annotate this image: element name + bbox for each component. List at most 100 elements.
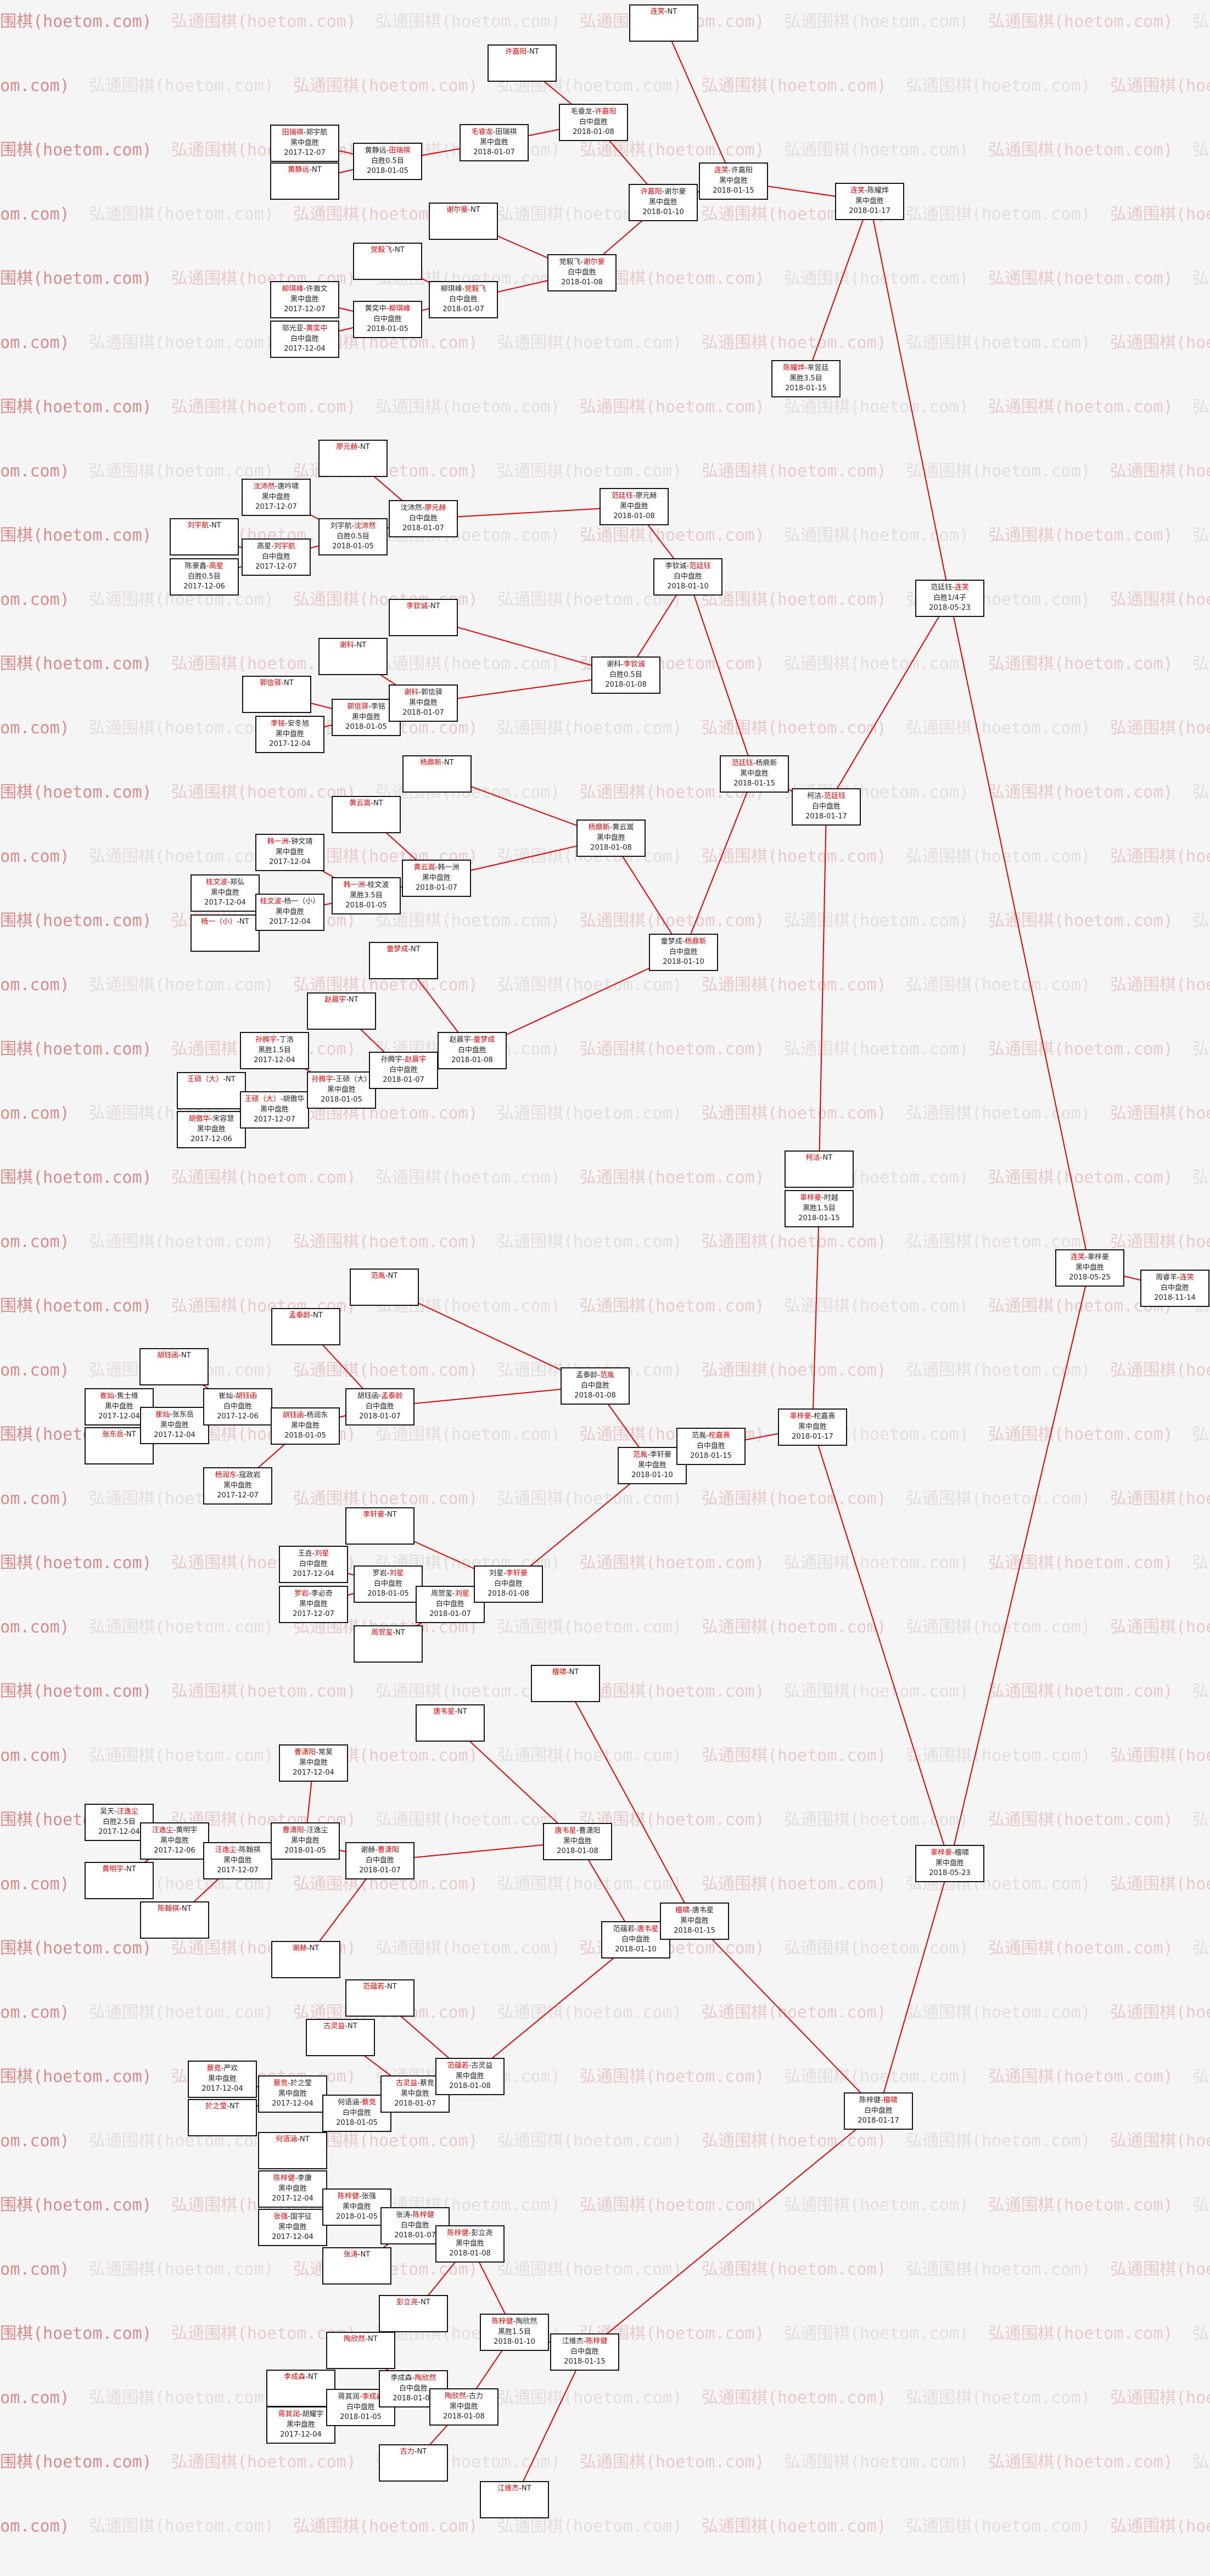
match-node-t02: 许嘉阳-NT [488,44,557,82]
match-players: 黄奕中-柳琪峰 [365,304,411,315]
match-node-b55: 李成森-NT [266,2370,335,2407]
watermark-text: 弘通围棋(hoetom.com) [906,1104,1091,1123]
watermark-text: 弘通围棋(hoetom.com) [0,2003,70,2022]
watermark-text: 弘通围棋(hoetom.com) [1110,76,1210,96]
player2-name: 陶欣然 [516,2317,537,2326]
players-separator: - [303,284,306,293]
players-separator: - [592,107,595,116]
match-node-t50: 孙腾宇-丁浩 黑胜1.5目 2017-12-04 [240,1032,309,1069]
match-players: 李轩豪-NT [363,1510,396,1520]
bye-label: NT [457,1708,467,1716]
players-separator: - [428,602,431,610]
watermark-text: 弘通围棋(hoetom.com) [580,2067,765,2086]
match-result: 黑中盘胜 [422,873,451,882]
player2-name: 李轩豪 [506,1569,528,1578]
bye-label: NT [360,443,370,451]
match-result: 白胜0.5目 [371,156,404,165]
match-node-b41: 於之莹-NT [188,2099,257,2136]
player1-name: 黄云嵩 [413,863,435,872]
players-separator: - [952,1848,955,1857]
watermark-text: 弘通围棋(hoetom.com) [171,783,356,802]
match-node-b47: 陈梓健-李康 黑中盘胜 2017-12-04 [258,2170,327,2208]
player2-name: 张东岳 [172,1410,194,1419]
bye-label: NT [368,2335,378,2343]
match-date: 2018-01-08 [574,1391,616,1400]
players-separator: - [357,443,361,451]
players-separator: - [417,2079,420,2087]
watermark-text: 弘通围棋(hoetom.com) [0,911,152,930]
watermark-text: 弘通围棋(hoetom.com) [0,141,152,160]
watermark-text: 弘通围棋(hoetom.com) [0,719,70,738]
player1-name: 李铭 [271,719,285,728]
player1-name: 谢赫 [361,1845,376,1854]
match-node-b20: 周贺玺-刘星 白中盘胜 2018-01-07 [416,1586,485,1623]
watermark-text: 弘通围棋(hoetom.com) [1110,1875,1210,1894]
watermark-text: 弘通围棋(hoetom.com) [0,1875,70,1894]
player1-name: 张强 [273,2212,288,2221]
player1-name: 杨鼎新 [588,823,610,832]
match-players: 崔灿-胡钰函 [219,1391,257,1402]
watermark-text: 弘通围棋(hoetom.com) [580,1168,765,1187]
match-date: 2018-01-07 [394,2100,436,2108]
watermark-text: 弘通围棋(hoetom.com) [580,1297,765,1316]
player2-name: 安冬旭 [287,719,309,728]
match-date: 2018-01-08 [561,278,603,287]
match-result: 黑中盘胜 [740,769,769,778]
watermark-text: 弘通围棋(hoetom.com) [580,526,765,545]
watermark-text: 弘通围棋(hoetom.com) [906,975,1091,995]
match-node-b39: 古灵益-NT [306,2019,375,2056]
watermark-text: 弘通围棋(hoetom.com) [89,333,274,352]
match-node-b15: 辜梓豪-柁嘉熹 黑中盘胜 2018-01-17 [778,1408,847,1446]
match-players: 唐韦星-曹潇阳 [555,1826,601,1837]
match-result: 白中盘胜 [400,2221,429,2230]
players-separator: - [236,1845,239,1854]
match-date: 2017-12-06 [183,582,225,591]
watermark-text: 弘通围棋(hoetom.com) [1192,2196,1210,2215]
match-result: 白中盘胜 [365,1402,394,1411]
player1-name: 连笑 [1071,1253,1085,1261]
bye-label: NT [470,206,480,214]
watermark-text: 弘通围棋(hoetom.com) [0,1297,152,1316]
match-players: 张涛-NT [344,2250,370,2260]
player2-name: 童梦成 [473,1035,495,1044]
player1-name: 胡傲华 [188,1114,210,1123]
player1-name: 陶欣然 [445,2392,467,2400]
match-date: 2018-01-07 [473,148,515,157]
players-separator: - [285,719,288,728]
watermark-text: 弘通围棋(hoetom.com) [988,654,1173,674]
watermark-text: 弘通围棋(hoetom.com) [784,1939,969,1958]
match-node-b13: 范胤-李轩豪 黑中盘胜 2018-01-10 [618,1447,687,1484]
player1-name: 古力 [400,2448,414,2456]
watermark-text: 弘通围棋(hoetom.com) [89,76,274,96]
match-players: 王垚-刘星 [298,1549,329,1559]
match-node-b44: 何语涵-蔡竞 白中盘胜 2018-01-05 [322,2095,391,2132]
players-separator: - [354,641,357,649]
watermark-text: 弘通围棋(hoetom.com) [89,1232,274,1251]
match-date: 2018-01-07 [402,524,444,533]
players-separator: - [621,660,624,669]
match-players: 彭立尧-NT [396,2298,430,2308]
bye-label: NT [229,2102,239,2111]
match-players: 江维杰-NT [497,2484,531,2494]
match-node-b43: 何语涵-NT [258,2132,327,2169]
players-separator: - [297,2135,300,2143]
match-result: 白中盘胜 [449,295,478,304]
watermark-text: 弘通围棋(hoetom.com) [497,719,682,738]
player2-name: 范胤 [600,1371,614,1379]
watermark-text: 弘通围棋(hoetom.com) [89,1746,274,1765]
watermark-text: 弘通围棋(hoetom.com) [702,1618,887,1637]
watermark-text: 弘通围棋(hoetom.com) [702,1746,887,1765]
watermark-text: 弘通围棋(hoetom.com) [0,1939,152,1958]
player1-name: 辜梓豪 [789,1412,811,1421]
player1-name: 陈梓健 [338,2192,360,2201]
player1-name: 党毅飞 [559,257,581,266]
match-node-t07: 毛睿龙-许嘉阳 白中盘胜 2018-01-08 [559,104,628,141]
watermark-text: 弘通围棋(hoetom.com) [1110,2003,1210,2022]
player2-name: 国宇征 [290,2212,312,2221]
player1-name: 陈梓健 [859,2096,881,2104]
match-players: 陈梓健-檀啸 [859,2096,898,2106]
match-node-t29: 李钦诚-NT [389,599,458,636]
watermark-text: 弘通围棋(hoetom.com) [1110,1232,1210,1251]
match-players: 周睿羊-连笑 [1156,1273,1194,1283]
players-separator: - [236,1471,239,1479]
